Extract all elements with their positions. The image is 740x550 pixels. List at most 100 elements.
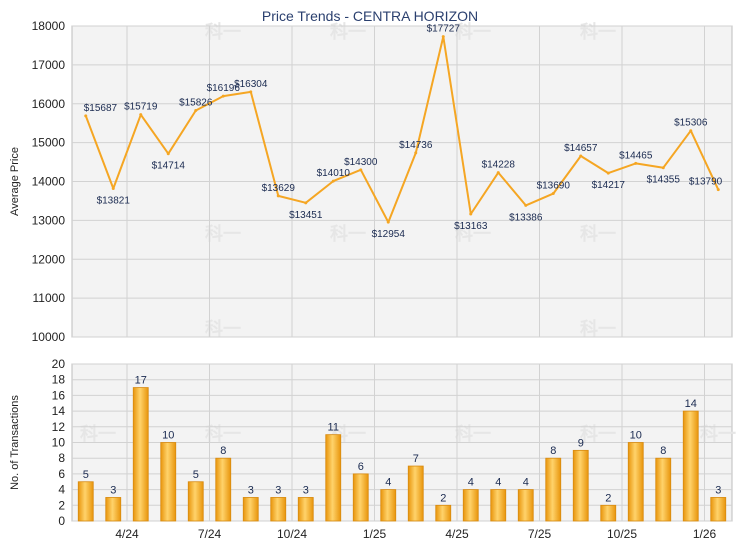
transaction-bar [407,465,424,522]
price-data-label: $15306 [674,118,708,129]
transaction-bar [77,481,94,522]
transaction-bar [380,489,397,522]
price-data-label: $14714 [152,161,186,172]
x-tick-label: 1/26 [693,527,717,541]
x-tick-label: 7/25 [528,527,552,541]
line-y-tick: 13000 [32,213,66,227]
bar-y-axis-label: No. of Transactions [9,395,21,490]
watermark: 科一 [580,318,616,339]
price-point [139,113,143,117]
line-y-tick: 18000 [32,19,66,33]
transaction-bar [710,497,727,522]
bar-y-tick: 0 [58,514,65,528]
bar-data-label: 6 [358,461,364,473]
transaction-bar [655,457,672,522]
transaction-bar [627,442,644,522]
bar-y-tick: 12 [52,420,66,434]
price-data-label: $13690 [537,181,571,192]
price-data-label: $13451 [289,210,323,221]
price-point [606,171,610,175]
bar-y-tick: 4 [58,483,65,497]
price-point [661,166,665,170]
price-data-label: $14228 [482,160,516,171]
bar-data-label: 4 [523,477,529,489]
price-data-label: $13629 [262,183,296,194]
watermark: 科一 [205,223,241,244]
bar-y-tick: 14 [52,404,66,418]
price-point [689,129,693,133]
line-y-tick: 17000 [32,58,66,72]
transaction-bar [682,410,699,522]
x-tick-label: 4/25 [445,527,469,541]
transaction-bar [297,497,314,522]
price-line [84,35,720,224]
price-data-label: $14300 [344,157,378,168]
x-tick-label: 7/24 [198,527,222,541]
bar-y-tick: 6 [58,467,65,481]
price-data-label: $14736 [399,140,433,151]
price-point [496,171,500,175]
transaction-bar [572,449,589,522]
bar-y-tick: 2 [58,498,65,512]
price-data-label: $16304 [234,79,268,90]
price-data-label: $12954 [372,229,406,240]
bar-data-label: 11 [328,422,339,434]
line-y-axis-label: Average Price [9,147,21,216]
bar-data-label: 4 [495,477,501,489]
price-point [194,109,198,113]
watermark: 科一 [455,21,491,42]
bar-y-tick: 20 [52,357,66,371]
line-y-tick: 12000 [32,252,66,266]
bar-data-label: 3 [275,484,281,496]
price-point [386,220,390,224]
price-data-label: $14217 [592,180,626,191]
transaction-bar [517,489,534,522]
x-tick-label: 10/25 [607,527,637,541]
watermark: 科一 [455,223,491,244]
price-point [551,192,555,196]
bar-y-tick: 10 [52,436,66,450]
transaction-bar [600,504,617,522]
price-data-label: $14465 [619,150,653,161]
price-data-label: $14010 [317,168,351,179]
price-data-label: $16196 [207,83,241,94]
bar-data-label: 3 [715,484,721,496]
transaction-bar [270,497,287,522]
bar-y-tick: 8 [58,451,65,465]
transaction-bar [545,457,562,522]
bar-data-label: 10 [162,430,174,442]
x-tick-label: 4/24 [115,527,139,541]
bar-data-label: 14 [685,398,697,410]
line-y-tick: 11000 [33,291,66,305]
price-data-label: $13790 [689,177,723,188]
bar-data-label: 5 [83,469,89,481]
watermark: 科一 [330,21,366,42]
watermark: 科一 [80,423,116,444]
watermark: 科一 [580,21,616,42]
transaction-bar [435,504,452,522]
price-point [111,186,115,190]
line-y-tick: 10000 [32,330,66,344]
bar-data-label: 10 [630,430,642,442]
watermark: 科一 [580,223,616,244]
x-tick-label: 10/24 [277,527,307,541]
price-data-label: $17727 [427,24,461,35]
transaction-bar [187,481,204,522]
watermark: 科一 [205,21,241,42]
watermark: 科一 [455,423,491,444]
price-point [221,94,225,98]
price-point [469,212,473,216]
price-data-label: $13821 [97,195,131,206]
x-tick-label: 1/25 [363,527,387,541]
bar-data-label: 17 [135,375,147,387]
price-data-label: $15719 [124,102,158,113]
transaction-bar [325,434,342,522]
transaction-bar [215,457,232,522]
line-y-tick: 14000 [32,175,66,189]
price-point [716,188,720,192]
watermark: 科一 [580,423,616,444]
bar-data-label: 4 [468,477,474,489]
watermark: 科一 [700,423,736,444]
